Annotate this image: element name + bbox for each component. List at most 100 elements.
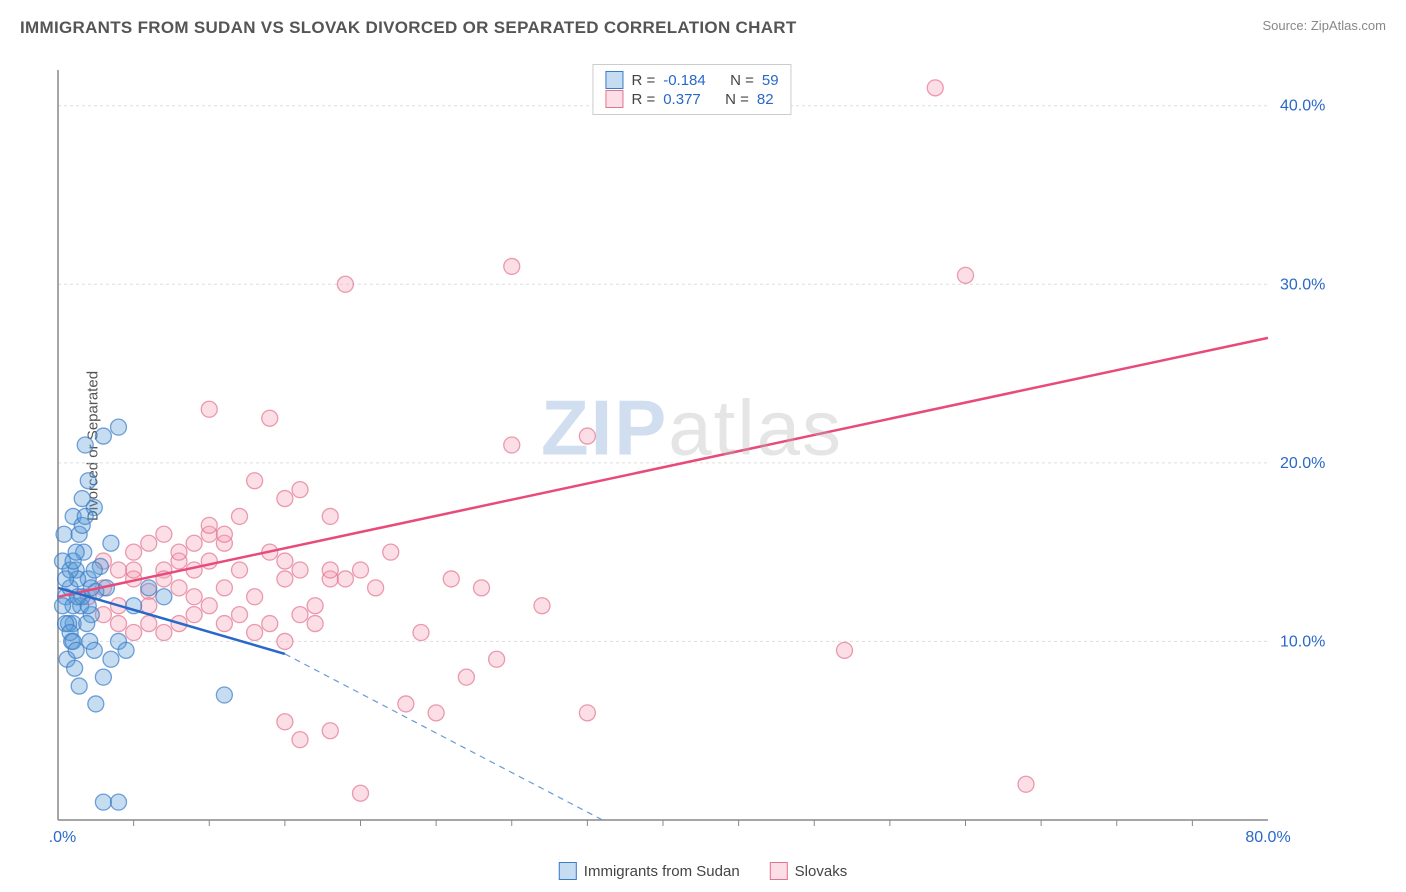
data-point-pink bbox=[579, 705, 595, 721]
data-point-pink bbox=[111, 562, 127, 578]
legend-row-blue: R = -0.184 N = 59 bbox=[605, 71, 778, 89]
n-label: N = bbox=[730, 72, 754, 89]
data-point-pink bbox=[927, 80, 943, 96]
source-prefix: Source: bbox=[1262, 18, 1310, 33]
data-point-blue bbox=[103, 651, 119, 667]
trend-line-pink bbox=[58, 338, 1268, 597]
data-point-pink bbox=[443, 571, 459, 587]
data-point-pink bbox=[322, 562, 338, 578]
n-value: 59 bbox=[762, 72, 779, 89]
y-tick-label: 20.0% bbox=[1280, 455, 1325, 472]
n-value: 82 bbox=[757, 91, 774, 108]
data-point-pink bbox=[111, 616, 127, 632]
data-point-pink bbox=[126, 625, 142, 641]
data-point-pink bbox=[186, 607, 202, 623]
data-point-pink bbox=[232, 562, 248, 578]
r-value: 0.377 bbox=[663, 91, 701, 108]
data-point-pink bbox=[292, 482, 308, 498]
data-point-pink bbox=[353, 785, 369, 801]
data-point-pink bbox=[322, 723, 338, 739]
header: IMMIGRANTS FROM SUDAN VS SLOVAK DIVORCED… bbox=[0, 0, 1406, 44]
legend-swatch-pink bbox=[605, 90, 623, 108]
legend-swatch-pink bbox=[770, 862, 788, 880]
data-point-pink bbox=[534, 598, 550, 614]
scatter-chart: 10.0%20.0%30.0%40.0%0.0%80.0% bbox=[48, 60, 1336, 842]
data-point-pink bbox=[474, 580, 490, 596]
y-tick-label: 40.0% bbox=[1280, 98, 1325, 115]
x-tick-label: 80.0% bbox=[1245, 829, 1290, 842]
data-point-blue bbox=[79, 616, 95, 632]
data-point-pink bbox=[216, 526, 232, 542]
data-point-pink bbox=[337, 571, 353, 587]
data-point-pink bbox=[247, 625, 263, 641]
legend-item-blue: Immigrants from Sudan bbox=[559, 862, 740, 880]
data-point-pink bbox=[579, 428, 595, 444]
source-link[interactable]: ZipAtlas.com bbox=[1311, 18, 1386, 33]
data-point-pink bbox=[353, 562, 369, 578]
chart-area: R = -0.184 N = 59 R = 0.377 N = 82 ZIPat… bbox=[48, 60, 1336, 842]
data-point-blue bbox=[55, 598, 71, 614]
data-point-blue bbox=[118, 642, 134, 658]
data-point-pink bbox=[958, 267, 974, 283]
data-point-pink bbox=[262, 410, 278, 426]
r-value: -0.184 bbox=[663, 72, 706, 89]
data-point-pink bbox=[156, 526, 172, 542]
data-point-pink bbox=[292, 732, 308, 748]
data-point-blue bbox=[111, 794, 127, 810]
data-point-pink bbox=[247, 589, 263, 605]
data-point-pink bbox=[171, 580, 187, 596]
data-point-blue bbox=[95, 794, 111, 810]
data-point-blue bbox=[71, 678, 87, 694]
data-point-pink bbox=[156, 625, 172, 641]
data-point-blue bbox=[216, 687, 232, 703]
data-point-pink bbox=[337, 276, 353, 292]
data-point-pink bbox=[428, 705, 444, 721]
data-point-pink bbox=[277, 714, 293, 730]
correlation-legend: R = -0.184 N = 59 R = 0.377 N = 82 bbox=[592, 64, 791, 115]
r-label: R = bbox=[631, 72, 655, 89]
data-point-pink bbox=[126, 544, 142, 560]
data-point-pink bbox=[292, 562, 308, 578]
data-point-blue bbox=[103, 535, 119, 551]
data-point-pink bbox=[489, 651, 505, 667]
series-legend: Immigrants from Sudan Slovaks bbox=[559, 862, 847, 880]
data-point-blue bbox=[86, 642, 102, 658]
r-label: R = bbox=[631, 91, 655, 108]
n-label: N = bbox=[725, 91, 749, 108]
data-point-pink bbox=[232, 607, 248, 623]
data-point-pink bbox=[216, 616, 232, 632]
y-tick-label: 10.0% bbox=[1280, 633, 1325, 650]
data-point-blue bbox=[77, 508, 93, 524]
data-point-pink bbox=[186, 535, 202, 551]
data-point-pink bbox=[277, 491, 293, 507]
data-point-pink bbox=[292, 607, 308, 623]
data-point-pink bbox=[413, 625, 429, 641]
data-point-blue bbox=[88, 696, 104, 712]
data-point-pink bbox=[186, 589, 202, 605]
data-point-blue bbox=[56, 526, 72, 542]
data-point-blue bbox=[68, 544, 84, 560]
data-point-pink bbox=[837, 642, 853, 658]
data-point-pink bbox=[201, 401, 217, 417]
data-point-pink bbox=[232, 508, 248, 524]
data-point-pink bbox=[171, 544, 187, 560]
data-point-blue bbox=[156, 589, 172, 605]
data-point-pink bbox=[141, 598, 157, 614]
data-point-pink bbox=[201, 517, 217, 533]
chart-title: IMMIGRANTS FROM SUDAN VS SLOVAK DIVORCED… bbox=[20, 18, 797, 38]
data-point-pink bbox=[262, 616, 278, 632]
data-point-blue bbox=[95, 669, 111, 685]
source-credit: Source: ZipAtlas.com bbox=[1262, 18, 1386, 33]
data-point-pink bbox=[126, 562, 142, 578]
data-point-blue bbox=[86, 562, 102, 578]
data-point-pink bbox=[277, 633, 293, 649]
data-point-pink bbox=[504, 437, 520, 453]
data-point-pink bbox=[398, 696, 414, 712]
legend-label: Immigrants from Sudan bbox=[584, 863, 740, 880]
legend-swatch-blue bbox=[605, 71, 623, 89]
data-point-blue bbox=[111, 419, 127, 435]
data-point-blue bbox=[80, 473, 96, 489]
data-point-pink bbox=[141, 616, 157, 632]
data-point-pink bbox=[247, 473, 263, 489]
data-point-blue bbox=[141, 580, 157, 596]
